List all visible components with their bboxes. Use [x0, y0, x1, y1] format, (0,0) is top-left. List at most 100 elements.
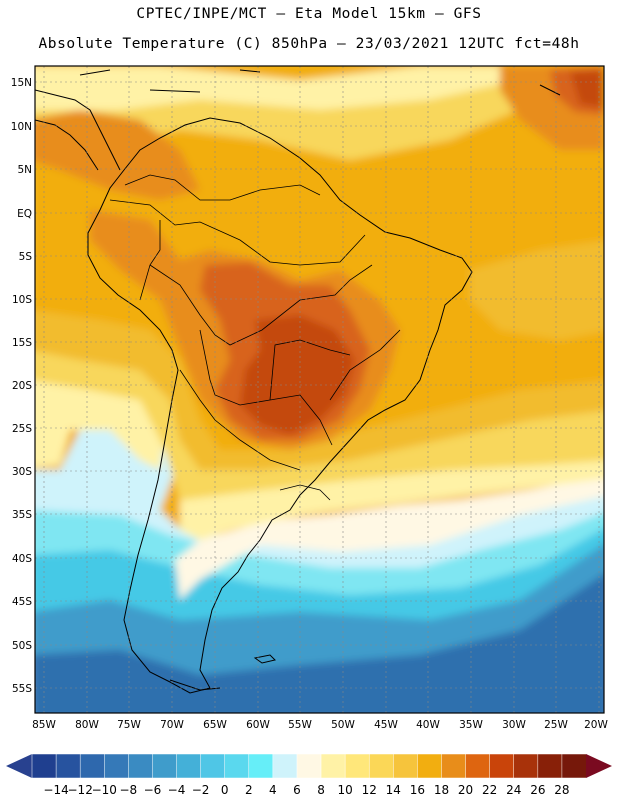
- lat-label: 35S: [12, 509, 32, 521]
- south-america-coastline: [87, 117, 473, 694]
- colorbar-cell: [465, 753, 491, 779]
- lon-label: 60W: [246, 719, 270, 731]
- colorbar-cell: [320, 753, 346, 779]
- lat-label: 45S: [12, 596, 32, 608]
- colorbar-label: 20: [458, 783, 473, 797]
- colorbar-cell: [55, 753, 81, 779]
- field-pale-yellow: [35, 380, 165, 470]
- colorbar-label: 24: [506, 783, 521, 797]
- lat-label: EQ: [17, 208, 32, 220]
- lat-label: 10S: [12, 294, 32, 306]
- map-title-line-1: CPTEC/INPE/MCT – Eta Model 15km – GFS: [136, 6, 482, 22]
- colorbar-label: −4: [168, 783, 186, 797]
- colorbar-label: 4: [269, 783, 277, 797]
- lat-label: 15N: [11, 77, 32, 89]
- field-pale-yellow-south: [180, 460, 604, 540]
- colorbar-cell: [489, 753, 515, 779]
- lon-label: 70W: [160, 719, 184, 731]
- colorbar-label: 0: [221, 783, 229, 797]
- coastlines: [35, 69, 561, 694]
- colorbar-label: 12: [362, 783, 377, 797]
- colorbar-label: 8: [317, 783, 325, 797]
- field-cyan: [35, 523, 604, 620]
- field-light-cyan: [35, 500, 604, 595]
- lon-label: 30W: [502, 719, 526, 731]
- latitude-axis: 15N 10N 5N EQ 5S 10S 15S 20S 25S 30S 35S…: [11, 77, 33, 695]
- lat-label: 55S: [12, 683, 32, 695]
- colorbar-cell: [513, 753, 539, 779]
- colorbar-cell: [393, 753, 419, 779]
- lon-label: 55W: [288, 719, 312, 731]
- country-borders: [109, 174, 401, 501]
- colorbar-label: −6: [144, 783, 162, 797]
- lon-label: 20W: [584, 719, 608, 731]
- lat-label: 40S: [12, 553, 32, 565]
- colorbar-label: 16: [410, 783, 425, 797]
- colorbar-label: 22: [482, 783, 497, 797]
- lon-label: 85W: [32, 719, 56, 731]
- lon-label: 75W: [117, 719, 141, 731]
- lon-label: 80W: [75, 719, 99, 731]
- field-light-orange-east: [470, 240, 604, 340]
- colorbar-cell: [200, 753, 226, 779]
- longitude-axis: 85W 80W 75W 70W 65W 60W 55W 50W 45W 40W …: [32, 719, 608, 731]
- lon-label: 45W: [374, 719, 398, 731]
- lat-label: 5S: [19, 251, 33, 263]
- lat-label: 30S: [12, 466, 32, 478]
- colorbar-label: 26: [530, 783, 545, 797]
- lat-label: 10N: [11, 121, 32, 133]
- colorbar-cell: [561, 753, 587, 779]
- colorbar-cell: [368, 753, 394, 779]
- field-pale-yellow-north: [35, 66, 520, 110]
- field-yellow: [35, 80, 540, 160]
- field-yellow-south: [35, 351, 604, 500]
- colorbar-label: −10: [92, 783, 117, 797]
- colorbar-label: −2: [192, 783, 210, 797]
- colorbar-label: 2: [245, 783, 253, 797]
- colorbar-label: 18: [434, 783, 449, 797]
- colorbar-cell: [104, 753, 130, 779]
- colorbar-cell: [417, 753, 443, 779]
- lat-label: 5N: [17, 164, 32, 176]
- caribbean-islands: [79, 69, 561, 96]
- colorbar-cell: [248, 753, 274, 779]
- falklands: [253, 654, 276, 664]
- colorbar-cell: [176, 753, 202, 779]
- lon-label: 50W: [331, 719, 355, 731]
- colorbar-under-triangle: [6, 754, 32, 778]
- field-brick: [240, 315, 355, 435]
- field-light-orange: [35, 310, 604, 470]
- lon-label: 35W: [459, 719, 483, 731]
- colorbar-cell: [79, 753, 105, 779]
- lon-label: 40W: [416, 719, 440, 731]
- colorbar-cell: [128, 753, 154, 779]
- lat-label: 15S: [12, 337, 32, 349]
- colorbar-cell: [224, 753, 250, 779]
- field-dark-orange-nw: [35, 110, 200, 200]
- lon-label: 65W: [203, 719, 227, 731]
- colorbar-cell: [152, 753, 178, 779]
- colorbar-label: 14: [386, 783, 401, 797]
- colorbar-label: −14: [43, 783, 68, 797]
- field-deep-blue: [35, 564, 604, 713]
- colorbar-label: −12: [68, 783, 93, 797]
- field-brick-ne: [570, 70, 604, 108]
- colorbar-cell: [441, 753, 467, 779]
- central-america-coastline: [35, 89, 121, 171]
- colorbar-cell: [537, 753, 563, 779]
- colorbar-cell: [296, 753, 322, 779]
- tierra-del-fuego: [169, 679, 221, 691]
- colorbar-label: 10: [337, 783, 352, 797]
- colorbar: −14−12−10 −8 −6 −4 −2 0 2 4 6 8 10 12 14 16 18 20 22 24 26…: [6, 753, 612, 797]
- map-title-line-2: Absolute Temperature (C) 850hPa – 23/03/…: [38, 36, 580, 52]
- colorbar-cell: [272, 753, 298, 779]
- temperature-field: [35, 66, 604, 713]
- map-frame: [34, 65, 605, 714]
- lat-label: 20S: [12, 380, 32, 392]
- lon-label: 25W: [544, 719, 568, 731]
- colorbar-over-triangle: [586, 754, 612, 778]
- colorbar-cell: [344, 753, 370, 779]
- colorbar-label: −8: [119, 783, 137, 797]
- lat-label: 25S: [12, 423, 32, 435]
